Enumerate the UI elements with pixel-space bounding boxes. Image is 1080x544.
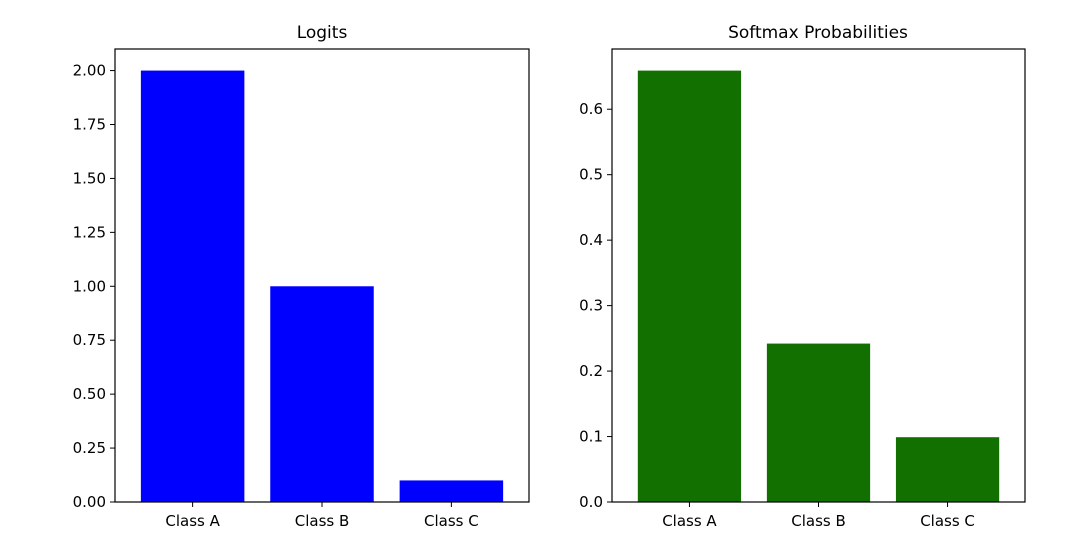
logits-y-tick-label: 2.00	[73, 62, 106, 80]
logits-x-tick-label: Class B	[295, 512, 350, 530]
softmax-bar-class-a	[637, 70, 742, 502]
softmax-y-tick-label: 0.3	[579, 297, 603, 315]
logits-x-tick-label: Class A	[165, 512, 220, 530]
softmax-bar-class-b	[766, 343, 871, 502]
softmax-y-tick-label: 0.6	[579, 100, 603, 118]
softmax-y-tick-label: 0.4	[579, 231, 603, 249]
softmax-chart-title: Softmax Probabilities	[728, 23, 908, 43]
logits-y-tick-label: 0.00	[73, 493, 106, 511]
softmax-y-tick-label: 0.1	[579, 428, 603, 446]
softmax-chart: Softmax Probabilities 0.0 0.1 0.2 0.3 0.4 0.5…	[579, 23, 1026, 530]
logits-y-tick-label: 1.75	[73, 116, 106, 134]
logits-chart-title: Logits	[297, 23, 348, 43]
softmax-x-tick-label: Class C	[920, 512, 975, 530]
logits-bar-class-c	[399, 480, 504, 502]
logits-bar-class-a	[140, 70, 245, 503]
softmax-x-tick-label: Class B	[791, 512, 846, 530]
logits-y-tick-label: 1.00	[73, 277, 106, 295]
softmax-x-tick-label: Class A	[662, 512, 717, 530]
softmax-y-tick-label: 0.5	[579, 166, 603, 184]
softmax-y-tick-label: 0.2	[579, 362, 603, 380]
softmax-bar-class-c	[895, 437, 1000, 502]
logits-x-tick-label: Class C	[424, 512, 479, 530]
softmax-y-tick-label: 0.0	[579, 493, 603, 511]
logits-y-tick-label: 1.25	[73, 223, 106, 241]
logits-y-tick-label: 0.50	[73, 385, 106, 403]
logits-chart: Logits 0.00 0.25 0.50 0.75 1.00 1.25 1.50 1.75 2…	[73, 23, 530, 530]
logits-y-tick-label: 0.75	[73, 331, 106, 349]
logits-bar-class-b	[270, 286, 374, 502]
logits-y-tick-label: 1.50	[73, 169, 106, 187]
logits-y-tick-label: 0.25	[73, 439, 106, 457]
